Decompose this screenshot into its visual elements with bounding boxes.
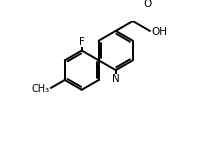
Text: N: N (112, 74, 120, 84)
Text: O: O (144, 0, 152, 9)
Text: F: F (79, 37, 85, 47)
Text: OH: OH (151, 27, 167, 37)
Text: CH₃: CH₃ (32, 83, 50, 94)
